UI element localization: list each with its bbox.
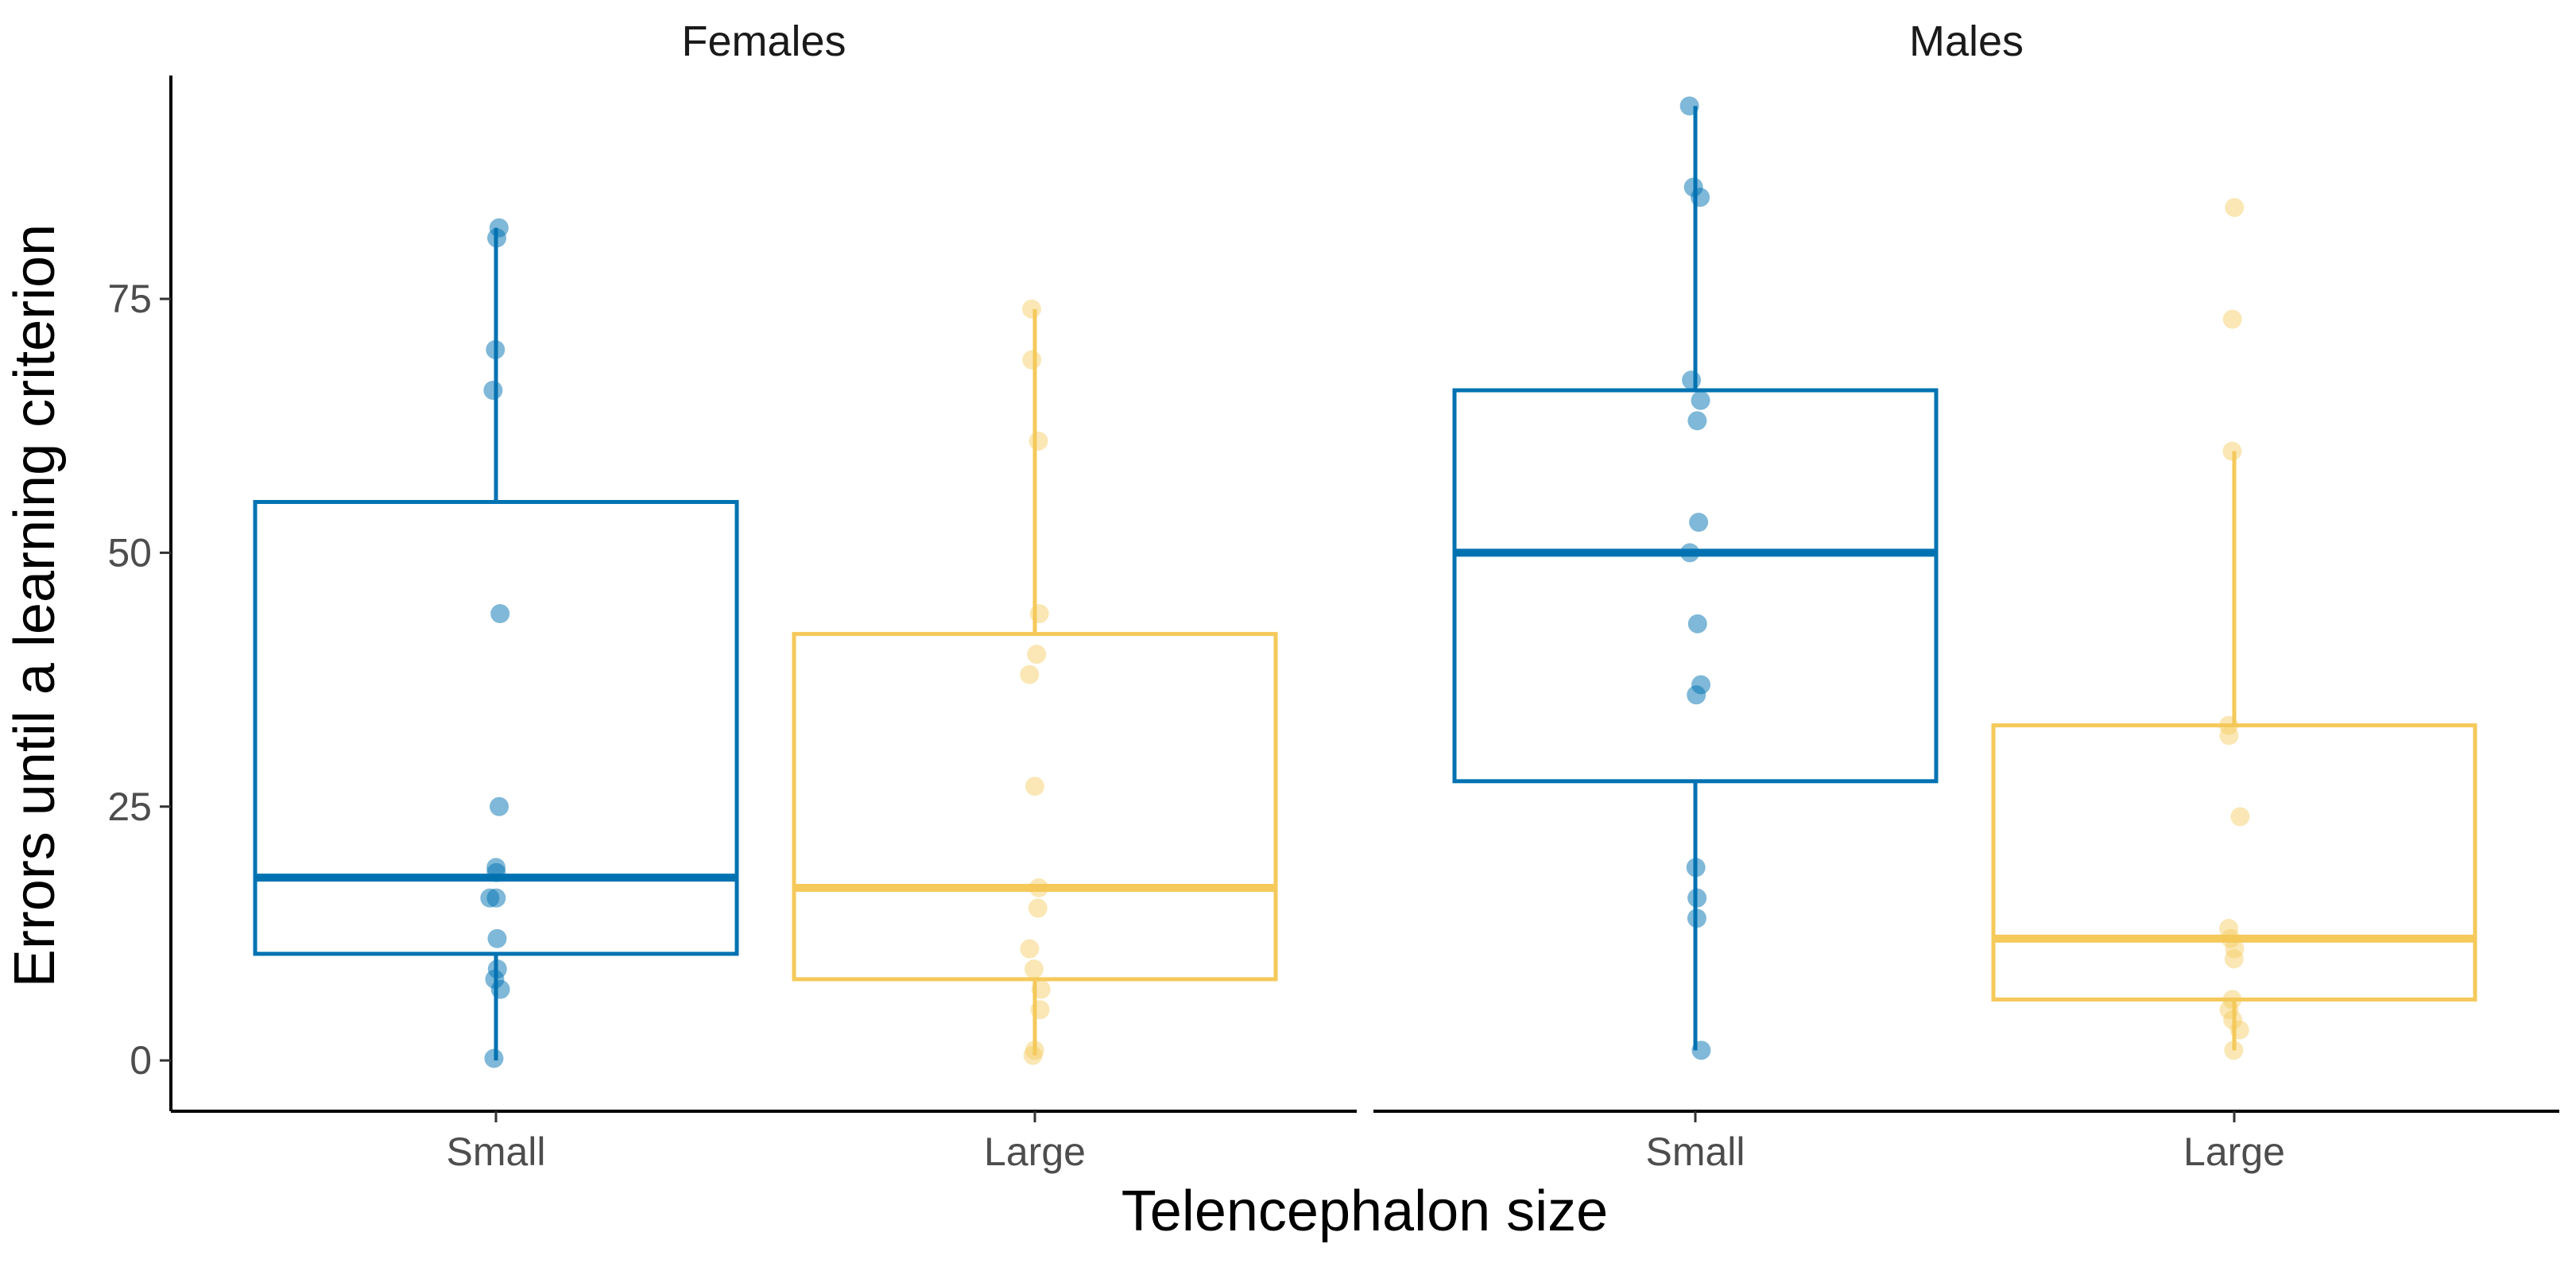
box-females-small [253, 500, 739, 956]
data-point-males-large-1 [2222, 309, 2242, 329]
facet-title-males: Males [1909, 17, 2024, 65]
box-males-large [1991, 723, 2477, 1002]
data-point-females-large-4 [1027, 645, 1047, 664]
data-point-males-small-6 [1689, 513, 1709, 533]
data-point-males-large-4 [2219, 726, 2239, 746]
y-tick-label-0: 0 [130, 1038, 152, 1083]
data-point-males-large-0 [2225, 198, 2245, 218]
x-tick-label-females-small: Small [446, 1129, 545, 1174]
data-point-females-small-7 [486, 862, 506, 882]
x-tick-label-females-large: Large [984, 1129, 1086, 1174]
y-tick-label-75: 75 [107, 277, 152, 321]
data-point-males-large-12 [2223, 1010, 2243, 1030]
box-females-large [792, 632, 1278, 982]
data-point-males-large-13 [2229, 1020, 2249, 1040]
data-point-females-large-12 [1030, 1000, 1050, 1020]
data-point-males-large-9 [2224, 949, 2244, 969]
data-point-males-large-2 [2222, 441, 2242, 461]
data-point-males-large-10 [2222, 990, 2242, 1009]
data-point-females-small-3 [483, 381, 503, 401]
data-point-males-large-14 [2224, 1040, 2244, 1060]
x-axis-title: Telencephalon size [1121, 1180, 1608, 1243]
data-point-males-small-12 [1687, 888, 1707, 908]
x-tick-label-males-small: Small [1645, 1129, 1745, 1174]
data-point-males-small-4 [1691, 390, 1710, 410]
data-point-males-large-6 [2219, 919, 2239, 939]
data-point-males-small-2 [1691, 188, 1710, 207]
box-males-small [1452, 388, 1939, 784]
data-point-females-small-1 [487, 228, 507, 248]
data-point-males-small-11 [1686, 858, 1706, 878]
data-point-females-large-9 [1020, 939, 1040, 959]
facet-title-females: Females [681, 17, 846, 65]
data-point-females-small-5 [490, 796, 509, 816]
data-point-females-large-6 [1025, 777, 1044, 796]
data-point-females-large-10 [1024, 959, 1044, 979]
data-point-males-large-3 [2219, 715, 2239, 735]
data-point-males-small-5 [1687, 411, 1707, 431]
data-point-females-small-9 [480, 888, 500, 908]
data-point-males-small-3 [1682, 370, 1702, 390]
data-point-females-small-10 [487, 928, 507, 948]
data-point-females-large-7 [1028, 878, 1048, 897]
data-point-females-large-14 [1023, 1045, 1043, 1065]
data-point-females-large-2 [1028, 431, 1048, 451]
data-point-males-large-8 [2225, 939, 2245, 959]
data-point-males-large-7 [2221, 928, 2241, 948]
data-point-females-large-13 [1025, 1040, 1044, 1060]
data-point-females-small-13 [490, 979, 510, 999]
data-point-females-large-1 [1022, 350, 1042, 370]
data-point-females-large-3 [1029, 604, 1049, 624]
data-point-females-small-14 [484, 1048, 504, 1068]
y-axis-title: Errors until a learning criterion [3, 224, 67, 987]
x-tick-label-males-large: Large [2183, 1129, 2285, 1174]
data-point-males-small-14 [1691, 1040, 1711, 1060]
data-point-males-large-5 [2230, 807, 2250, 827]
data-point-males-large-11 [2219, 1000, 2239, 1020]
data-point-females-large-0 [1021, 299, 1041, 319]
data-point-males-small-0 [1679, 96, 1699, 116]
data-point-females-large-8 [1028, 898, 1048, 918]
y-tick-label-50: 50 [107, 530, 152, 575]
data-point-males-small-13 [1687, 909, 1706, 928]
data-point-females-small-2 [486, 339, 506, 359]
y-tick-label-25: 25 [107, 785, 152, 829]
data-point-males-small-7 [1680, 543, 1700, 563]
data-point-males-small-10 [1687, 685, 1706, 705]
data-point-females-large-11 [1031, 979, 1051, 999]
data-point-females-large-5 [1020, 664, 1040, 684]
data-point-females-small-4 [490, 604, 510, 624]
data-point-males-small-8 [1687, 614, 1707, 634]
